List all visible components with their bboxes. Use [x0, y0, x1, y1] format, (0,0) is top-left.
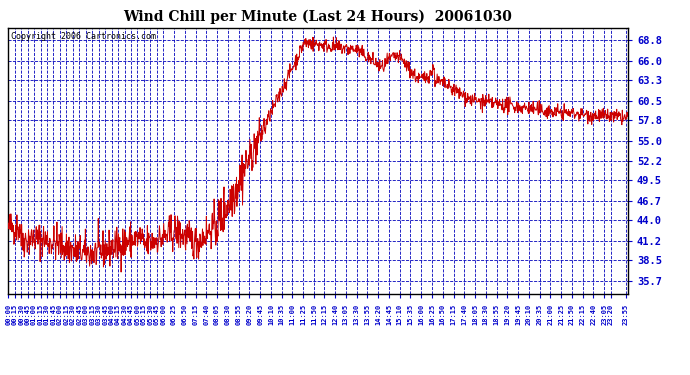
Text: Wind Chill per Minute (Last 24 Hours)  20061030: Wind Chill per Minute (Last 24 Hours) 20…: [123, 9, 512, 24]
Text: Copyright 2006 Cartronics.com: Copyright 2006 Cartronics.com: [11, 32, 157, 41]
